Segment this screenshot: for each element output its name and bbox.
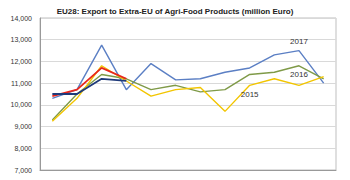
svg-text:11,000: 11,000 [11, 80, 32, 87]
svg-text:10,000: 10,000 [11, 101, 33, 108]
svg-text:7,000: 7,000 [14, 167, 32, 174]
svg-text:2017: 2017 [290, 37, 308, 46]
svg-text:2015: 2015 [241, 90, 259, 99]
svg-text:8,000: 8,000 [14, 145, 32, 152]
svg-text:2016: 2016 [290, 70, 308, 79]
svg-text:14,000: 14,000 [11, 15, 33, 22]
svg-text:12,000: 12,000 [11, 58, 33, 65]
svg-text:13,000: 13,000 [11, 36, 33, 43]
svg-text:9,000: 9,000 [14, 123, 32, 130]
svg-text:EU28: Export to Extra-EU of Ag: EU28: Export to Extra-EU of Agri-Food Pr… [57, 7, 294, 16]
